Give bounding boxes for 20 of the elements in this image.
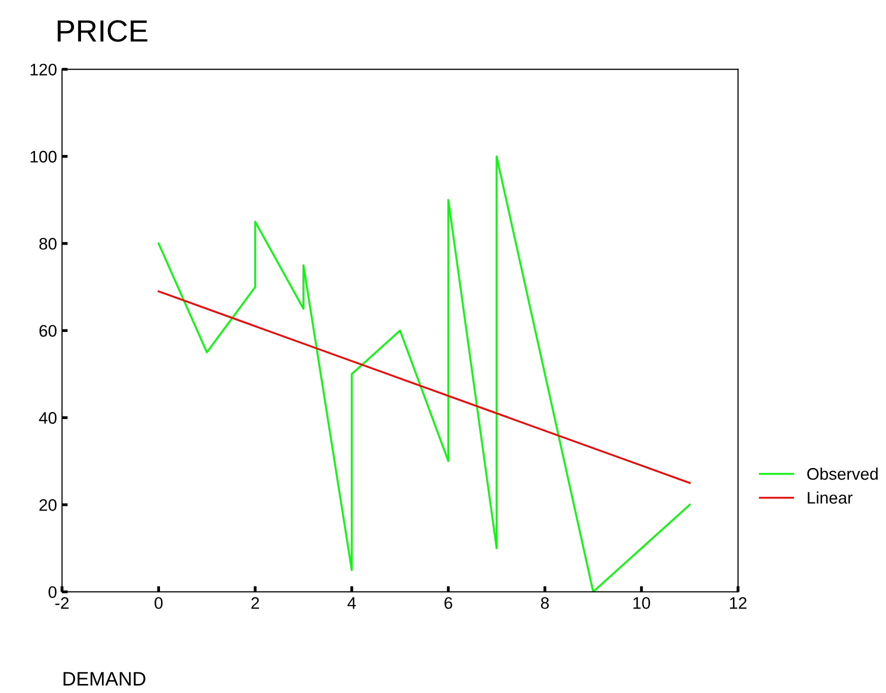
y-tick-label: 120 [30, 64, 57, 76]
y-tick-label: 20 [39, 499, 57, 511]
x-tick-label: 6 [444, 597, 452, 609]
y-tick-label: 40 [39, 412, 57, 424]
legend-label: Observed [807, 468, 878, 480]
y-axis-title: PRICE [58, 20, 148, 42]
x-tick-label: 4 [347, 597, 356, 609]
y-tick-label: 0 [48, 586, 57, 598]
x-tick-label: 10 [633, 597, 650, 609]
line-series [158, 155, 691, 592]
x-tick-label: 12 [730, 597, 746, 609]
y-tick-label: 80 [39, 238, 57, 250]
x-tick-label: 8 [540, 597, 549, 609]
y-tick-label: 60 [39, 324, 57, 337]
x-tick-label: -2 [55, 597, 69, 609]
x-tick-label: 0 [154, 597, 163, 609]
x-tick-label: 2 [251, 597, 259, 609]
y-tick-label: 100 [30, 150, 57, 163]
legend-label: Linear [808, 491, 853, 504]
x-axis-title: DEMAND [64, 672, 146, 686]
